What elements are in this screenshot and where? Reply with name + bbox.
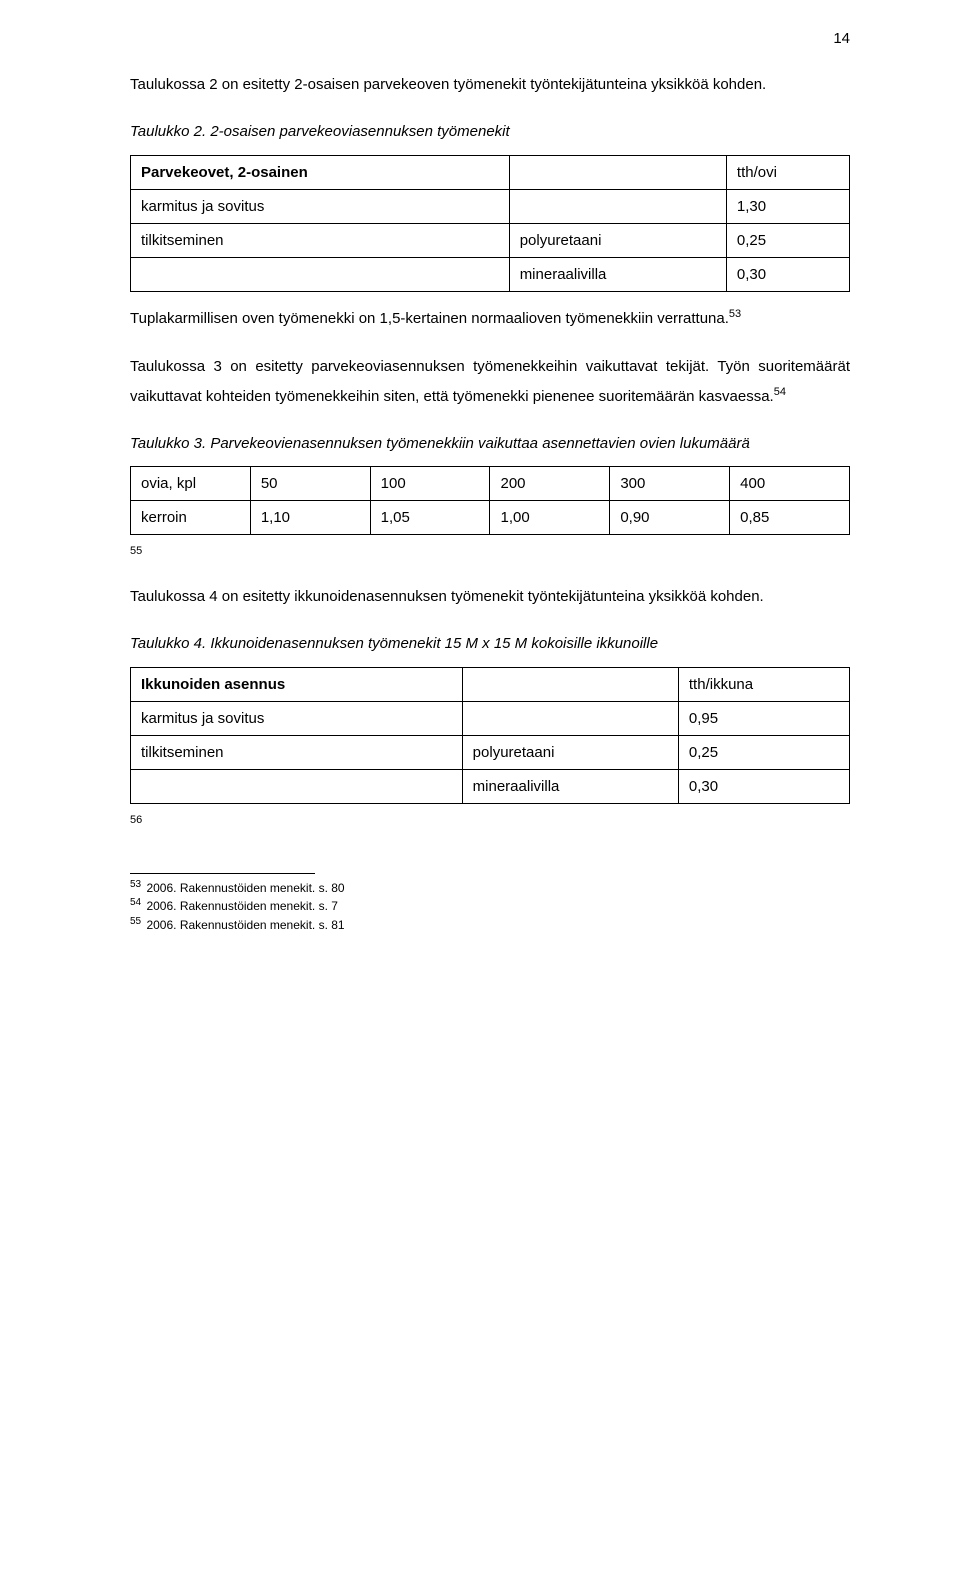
footnote-number: 54 xyxy=(130,897,141,908)
table-cell: 0,25 xyxy=(678,735,849,769)
table-row: Parvekeovet, 2-osainen tth/ovi xyxy=(131,155,850,189)
table-cell: 1,30 xyxy=(726,189,849,223)
footnote-53: 53 2006. Rakennustöiden menekit. s. 80 xyxy=(130,878,850,897)
table2-caption: Taulukko 2. 2-osaisen parvekeoviasennuks… xyxy=(130,118,850,147)
table-row: karmitus ja sovitus 0,95 xyxy=(131,701,850,735)
text: Tuplakarmillisen oven työmenekki on 1,5-… xyxy=(130,310,729,327)
page-number: 14 xyxy=(833,30,850,47)
table-cell: 100 xyxy=(370,467,490,501)
table-cell: 400 xyxy=(730,467,850,501)
table-cell: 1,10 xyxy=(250,501,370,535)
table-cell xyxy=(462,667,678,701)
table3-caption: Taulukko 3. Parvekeovienasennuksen työme… xyxy=(130,430,850,459)
table-cell: mineraalivilla xyxy=(509,257,726,291)
paragraph-table4-intro: Taulukossa 4 on esitetty ikkunoidenasenn… xyxy=(130,582,850,612)
table-cell: 0,85 xyxy=(730,501,850,535)
table3: ovia, kpl 50 100 200 300 400 kerroin 1,1… xyxy=(130,466,850,535)
table-cell: 0,95 xyxy=(678,701,849,735)
table-cell: 200 xyxy=(490,467,610,501)
table4-header-right: tth/ikkuna xyxy=(678,667,849,701)
table-cell: tilkitseminen xyxy=(131,735,463,769)
footnote-text: 2006. Rakennustöiden menekit. s. 7 xyxy=(143,899,338,913)
footnote-ref-55: 55 xyxy=(130,545,142,557)
table-cell xyxy=(131,769,463,803)
footnote-text: 2006. Rakennustöiden menekit. s. 81 xyxy=(143,918,344,932)
table-cell: 1,05 xyxy=(370,501,490,535)
document-page: 14 Taulukossa 2 on esitetty 2-osaisen pa… xyxy=(0,0,960,1575)
table-cell: 300 xyxy=(610,467,730,501)
table-cell: karmitus ja sovitus xyxy=(131,701,463,735)
table-cell xyxy=(462,701,678,735)
table-row: mineraalivilla 0,30 xyxy=(131,769,850,803)
footnote-55: 55 2006. Rakennustöiden menekit. s. 81 xyxy=(130,915,850,934)
footnote-divider xyxy=(130,873,315,874)
table-cell: 50 xyxy=(250,467,370,501)
table-row: kerroin 1,10 1,05 1,00 0,90 0,85 xyxy=(131,501,850,535)
table4: Ikkunoiden asennus tth/ikkuna karmitus j… xyxy=(130,667,850,804)
table-cell: 0,25 xyxy=(726,223,849,257)
table-cell: 0,30 xyxy=(726,257,849,291)
table-cell: mineraalivilla xyxy=(462,769,678,803)
table-row: tilkitseminen polyuretaani 0,25 xyxy=(131,735,850,769)
paragraph-tuplakarmi: Tuplakarmillisen oven työmenekki on 1,5-… xyxy=(130,304,850,334)
table-cell: 0,30 xyxy=(678,769,849,803)
paragraph-table3-intro: Taulukossa 3 on esitetty parvekeoviasenn… xyxy=(130,352,850,412)
table-cell xyxy=(131,257,510,291)
table-cell xyxy=(509,189,726,223)
table-cell: kerroin xyxy=(131,501,251,535)
table-row: mineraalivilla 0,30 xyxy=(131,257,850,291)
footnote-text: 2006. Rakennustöiden menekit. s. 80 xyxy=(143,881,344,895)
footnote-number: 55 xyxy=(130,916,141,927)
footnote-54: 54 2006. Rakennustöiden menekit. s. 7 xyxy=(130,896,850,915)
table4-caption: Taulukko 4. Ikkunoidenasennuksen työmene… xyxy=(130,630,850,659)
table-row: tilkitseminen polyuretaani 0,25 xyxy=(131,223,850,257)
footnote-number: 53 xyxy=(130,879,141,890)
table-cell: polyuretaani xyxy=(462,735,678,769)
table2: Parvekeovet, 2-osainen tth/ovi karmitus … xyxy=(130,155,850,292)
table-cell: tilkitseminen xyxy=(131,223,510,257)
table-cell: ovia, kpl xyxy=(131,467,251,501)
footnote-marker-56: 56 xyxy=(130,816,850,833)
footnote-ref-54: 54 xyxy=(774,386,786,398)
text: Taulukossa 3 on esitetty parvekeoviasenn… xyxy=(130,358,850,405)
table-cell: karmitus ja sovitus xyxy=(131,189,510,223)
table4-header-left: Ikkunoiden asennus xyxy=(131,667,463,701)
footnote-marker-55: 55 xyxy=(130,547,850,564)
footnote-ref-53: 53 xyxy=(729,308,741,320)
table-cell xyxy=(509,155,726,189)
table-cell: polyuretaani xyxy=(509,223,726,257)
table-row: Ikkunoiden asennus tth/ikkuna xyxy=(131,667,850,701)
paragraph-intro-table2: Taulukossa 2 on esitetty 2-osaisen parve… xyxy=(130,70,850,100)
table-row: ovia, kpl 50 100 200 300 400 xyxy=(131,467,850,501)
table-cell: 0,90 xyxy=(610,501,730,535)
footnote-ref-56: 56 xyxy=(130,814,142,826)
table-row: karmitus ja sovitus 1,30 xyxy=(131,189,850,223)
table2-header-right: tth/ovi xyxy=(726,155,849,189)
table-cell: 1,00 xyxy=(490,501,610,535)
table2-header-left: Parvekeovet, 2-osainen xyxy=(131,155,510,189)
